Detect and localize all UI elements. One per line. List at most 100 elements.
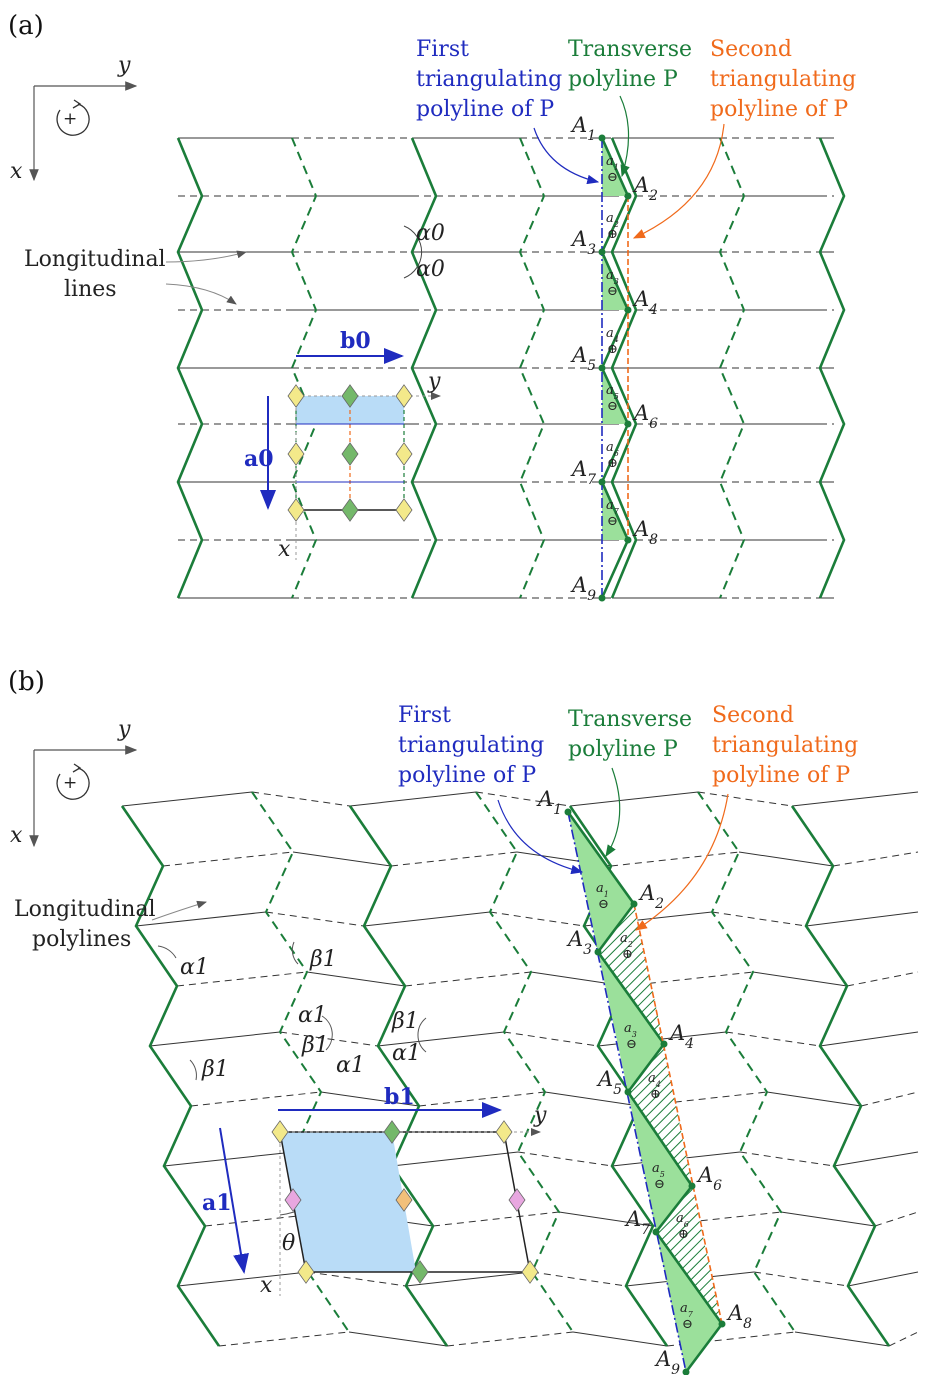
vertex-label-b2: A2: [638, 881, 664, 912]
panel-b-second-line3: polyline of P: [712, 763, 850, 788]
longitudinal-polyline-segment: [190, 1091, 322, 1107]
mountain-crease: [410, 137, 438, 599]
panel-b-lattice-vectors: b1 a1: [202, 1084, 502, 1274]
panel-b-rotation-arrowhead-icon: [72, 763, 82, 773]
triangle-sign-b4: ⊕: [650, 1087, 661, 1102]
panel-a-lattice-vectors: b0 a0: [244, 328, 404, 510]
panel-b-beta-1: β1: [309, 947, 337, 972]
longitudinal-polyline-segment: [766, 1091, 862, 1107]
longitudinal-polyline-segment: [292, 851, 392, 867]
cell-vertex-diamond: [287, 384, 305, 408]
panel-a-cell-diamonds: [287, 384, 413, 522]
triangle-sign-b3: ⊖: [626, 1037, 637, 1052]
panel-a-longitudinal-label: Longitudinal lines: [24, 247, 247, 305]
strip-vertex: [652, 1228, 660, 1236]
cell-side-diamond: [284, 1188, 302, 1212]
panel-b-unit-cell: θ y x: [260, 1103, 547, 1298]
cell-vertex-diamond: [395, 498, 413, 522]
triangle-sign-a7: ⊖: [607, 514, 618, 529]
strip-triangle-filled: [628, 1092, 692, 1232]
panel-a-unit-cell: y x: [278, 369, 441, 562]
longitudinal-polyline-segment: [531, 1271, 627, 1287]
panel-b-angle-annotations: α1 β1 α1 β1 α1 β1 α1 β1: [157, 941, 427, 1082]
cell-vertex-diamond: [287, 442, 305, 466]
longitudinal-polyline-segment: [780, 1211, 876, 1227]
panel-a-axis-y: y: [117, 53, 131, 78]
panel-b-label: (b): [8, 667, 45, 697]
vertex-label-b4: A4: [668, 1021, 694, 1052]
strip-vertex: [598, 594, 606, 602]
panel-a-longitudinal-lines: [178, 137, 834, 599]
panel-b-a-vector-label: a1: [202, 1190, 232, 1216]
longitudinal-polyline-segment: [544, 1091, 640, 1107]
cell-center-diamond: [395, 1188, 413, 1212]
cell-vertex-diamond: [395, 384, 413, 408]
panel-b-longitudinal-line2: polylines: [32, 927, 131, 952]
panel-b-rotation-sign: +: [63, 773, 77, 793]
longitudinal-polyline-segment: [794, 1331, 890, 1347]
triangle-label-a3: a3: [606, 268, 619, 286]
strip-vertex: [564, 808, 572, 816]
vertex-label-b1: A1: [536, 787, 562, 818]
panel-b-header-labels: First triangulating polyline of P Transv…: [398, 703, 858, 931]
panel-b-beta-2: β1: [301, 1033, 329, 1058]
panel-a-b-vector-label: b0: [340, 328, 371, 354]
vertex-label-a1: A1: [570, 113, 596, 144]
panel-b-axes: y x +: [10, 717, 138, 848]
cell-vertex-diamond: [287, 498, 305, 522]
longitudinal-polyline-segment: [446, 1331, 574, 1347]
vertex-label-b7: A7: [624, 1207, 650, 1238]
vertex-label-a9: A9: [570, 573, 596, 604]
longitudinal-polyline-segment: [558, 1211, 654, 1227]
longitudinal-polyline-segment: [638, 1091, 768, 1107]
triangle-sign-a4: ⊕: [607, 342, 618, 357]
longitudinal-polyline-segment: [666, 1331, 796, 1347]
longitudinal-polyline-segment: [377, 1031, 505, 1047]
longitudinal-polyline-segment: [418, 1091, 546, 1107]
triangle-sign-a3: ⊖: [607, 284, 618, 299]
mountain-crease: [818, 137, 846, 599]
panel-a-axis-x: x: [10, 159, 23, 184]
strip-vertex: [718, 1320, 726, 1328]
triangle-sign-b5: ⊖: [654, 1177, 665, 1192]
panel-b-alpha-3: α1: [336, 1053, 365, 1078]
longitudinal-polyline-segment: [404, 971, 532, 987]
panel-a-longitudinal-line1: Longitudinal: [24, 247, 166, 272]
panel-a-cell-y: y: [427, 369, 441, 394]
longitudinal-polyline-segment: [363, 911, 491, 927]
longitudinal-polyline-segment: [752, 971, 848, 987]
longitudinal-polyline-segment: [307, 1271, 407, 1287]
panel-b-beta-4: β1: [201, 1057, 229, 1082]
triangle-label-a6: a6: [606, 440, 619, 458]
strip-triangle-hatched: [656, 1186, 722, 1324]
panel-b-alpha-2: α1: [298, 1003, 327, 1028]
strip-vertex: [624, 1088, 632, 1096]
longitudinal-polyline-segment: [348, 1331, 448, 1347]
vertex-label-a3: A3: [570, 227, 596, 258]
longitudinal-polyline-segment: [860, 1091, 919, 1107]
longitudinal-polyline-segment: [176, 971, 308, 987]
mountain-crease: [176, 137, 204, 599]
strip-triangle-filled: [598, 952, 664, 1092]
panel-a-rotation-sign: +: [63, 109, 77, 129]
strip-vertex: [598, 134, 606, 142]
triangle-sign-a2: ⊕: [607, 227, 618, 242]
vertex-label-a5: A5: [570, 343, 596, 374]
longitudinal-polyline-segment: [697, 791, 793, 807]
longitudinal-polyline-segment: [149, 1031, 281, 1047]
panel-b-beta-3: β1: [391, 1009, 419, 1034]
strip-vertex: [598, 478, 606, 486]
longitudinal-polyline-segment: [725, 1031, 821, 1047]
panel-a-rotation-arrowhead-icon: [72, 99, 82, 109]
longitudinal-polyline-segment: [753, 1271, 849, 1287]
cell-vertex-diamond: [495, 1120, 513, 1144]
longitudinal-polyline-segment: [805, 911, 919, 927]
panel-b-transverse-line2: polyline P: [568, 737, 678, 762]
longitudinal-polyline-segment: [391, 1151, 519, 1167]
panel-b-b-vector-label: b1: [384, 1084, 415, 1110]
strip-vertex: [594, 948, 602, 956]
triangle-label-a1: a1: [606, 154, 619, 172]
panel-a-first-line1: First: [416, 37, 469, 62]
longitudinal-polyline-segment: [251, 791, 351, 807]
